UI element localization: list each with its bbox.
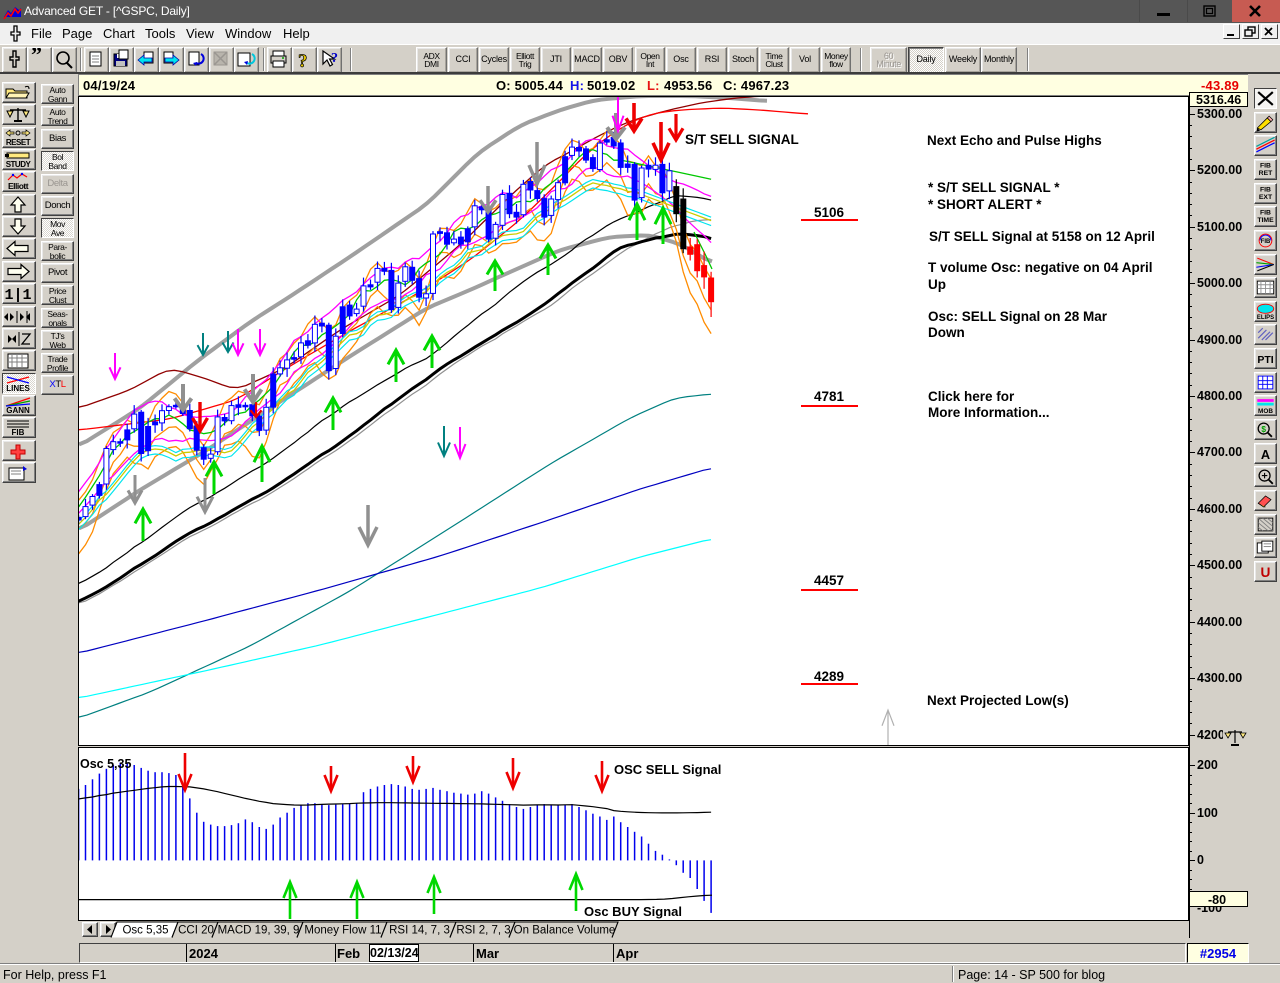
svg-text:A: A	[1261, 447, 1270, 462]
svg-text:?: ?	[298, 51, 308, 72]
svg-text:S/T SELL Signal at 5158 on 12: S/T SELL Signal at 5158 on 12 April	[929, 229, 1155, 244]
svg-text:5106: 5106	[814, 205, 845, 220]
svg-text:FIB: FIB	[1261, 239, 1271, 245]
svg-text:RET: RET	[1259, 170, 1273, 177]
svg-text:More Information...: More Information...	[928, 405, 1050, 420]
svg-text:FIB: FIB	[1260, 210, 1271, 217]
svg-text:FIB: FIB	[12, 428, 25, 437]
svg-text:ELIPS: ELIPS	[1257, 315, 1274, 321]
svg-text:TIME: TIME	[1257, 217, 1274, 224]
svg-text:4781: 4781	[814, 389, 845, 404]
svg-text:4457: 4457	[814, 573, 844, 588]
svg-text:4289: 4289	[814, 669, 844, 684]
svg-text:Elliott: Elliott	[8, 181, 29, 191]
svg-text:EXT: EXT	[1259, 194, 1273, 201]
svg-text:Next Projected Low(s): Next Projected Low(s)	[927, 693, 1069, 708]
svg-text:Down: Down	[928, 325, 965, 340]
svg-text:* S/T SELL SIGNAL *: * S/T SELL SIGNAL *	[928, 180, 1060, 195]
svg-text:1|1: 1|1	[4, 287, 31, 303]
svg-text:?: ?	[331, 51, 338, 66]
svg-text:MACD 19, 39, 9: MACD 19, 39, 9	[218, 925, 300, 937]
svg-text:”: ”	[31, 48, 42, 67]
svg-text:Money Flow 11: Money Flow 11	[304, 925, 381, 937]
svg-text:RESET: RESET	[6, 138, 31, 147]
svg-text:CCI 20: CCI 20	[178, 925, 214, 937]
svg-text:RSI 2, 7, 3: RSI 2, 7, 3	[456, 925, 510, 937]
svg-text:GANN: GANN	[6, 406, 30, 415]
svg-text:RSI 14, 7, 3: RSI 14, 7, 3	[389, 925, 450, 937]
svg-text:OSC SELL Signal: OSC SELL Signal	[614, 762, 721, 777]
svg-text:Osc 5,35: Osc 5,35	[80, 757, 131, 771]
svg-text:Next Echo and Pulse Highs: Next Echo and Pulse Highs	[927, 133, 1102, 148]
svg-text:Click here for: Click here for	[928, 389, 1015, 404]
svg-text:$: $	[1261, 425, 1266, 434]
svg-text:* SHORT ALERT *: * SHORT ALERT *	[928, 197, 1042, 212]
svg-text:Osc 5,35: Osc 5,35	[122, 925, 168, 937]
svg-text:FIB: FIB	[1260, 187, 1271, 194]
svg-text:STUDY: STUDY	[6, 160, 32, 169]
svg-text:U: U	[1261, 565, 1271, 580]
svg-text:Up: Up	[928, 277, 946, 292]
svg-text:Osc: SELL Signal on 28 Mar: Osc: SELL Signal on 28 Mar	[928, 309, 1108, 324]
svg-text:PTI: PTI	[1257, 354, 1273, 366]
svg-text:Osc BUY Signal: Osc BUY Signal	[584, 904, 682, 919]
svg-text:MOB: MOB	[1258, 408, 1273, 415]
svg-text:LINES: LINES	[6, 384, 30, 393]
svg-text:T volume Osc: negative on 04 A: T volume Osc: negative on 04 April	[928, 260, 1153, 275]
svg-text:FIB: FIB	[1260, 163, 1271, 170]
svg-text:S/T SELL SIGNAL: S/T SELL SIGNAL	[685, 132, 799, 147]
svg-text:On Balance Volume: On Balance Volume	[514, 925, 616, 937]
